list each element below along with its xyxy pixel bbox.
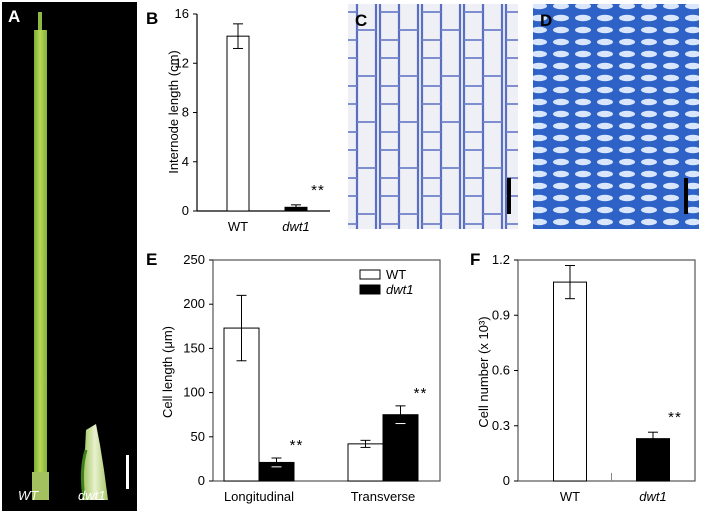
y-tick-label: 100 [183, 385, 205, 400]
panel-a-letter: A [8, 7, 20, 26]
panel-b-letter: B [146, 9, 158, 28]
x-tick-label: WT [228, 219, 248, 234]
panel-c-scale-bar [507, 178, 511, 214]
legend-label: WT [386, 267, 406, 282]
bar [382, 414, 419, 482]
panel-a-wt-label: WT [18, 488, 39, 503]
panel-e-letter: E [146, 250, 157, 269]
panel-a-background [2, 2, 137, 511]
wt-internode-stem [34, 30, 47, 482]
legend-label: dwt1 [386, 282, 413, 297]
y-tick-label: 0.6 [492, 363, 510, 378]
y-tick-label: 0.3 [492, 418, 510, 433]
y-tick-label: 150 [183, 340, 205, 355]
significance-mark: ** [311, 182, 325, 199]
dwt1-leaf [80, 449, 88, 499]
bar [347, 443, 384, 482]
x-tick-label: dwt1 [282, 219, 309, 234]
y-tick-label: 200 [183, 296, 205, 311]
x-tick-label: Longitudinal [224, 489, 294, 504]
wt-stem-base [32, 472, 49, 500]
panel-a-scale-bar [126, 455, 129, 489]
wt-stem-tip [38, 12, 42, 32]
y-tick-label: 16 [175, 6, 189, 21]
panel-c-letter: C [355, 11, 367, 30]
bar [226, 35, 250, 212]
panel-a: A WT dwt1 [2, 2, 137, 511]
bar [553, 281, 587, 482]
y-tick-label: 8 [182, 105, 189, 120]
y-tick-label: 250 [183, 252, 205, 267]
y-axis-title: Cell number (x 10³) [476, 316, 491, 427]
y-tick-label: 0.9 [492, 307, 510, 322]
panel-c: C [348, 4, 518, 229]
y-tick-label: 12 [175, 55, 189, 70]
panel-d-micrograph [533, 4, 699, 229]
y-tick-label: 0 [198, 473, 205, 488]
y-tick-label: 1.2 [492, 252, 510, 267]
significance-mark: ** [668, 409, 682, 426]
panel-c-micrograph [348, 4, 518, 229]
plot-frame [212, 259, 441, 482]
x-tick-label: WT [560, 489, 580, 504]
chart-f: 0 0.3 0.6 0.9 1.2 Cell number (x 10³) WT dwt1 ** [476, 252, 696, 504]
legend-swatch [359, 284, 381, 295]
y-axis-title: Cell length (μm) [160, 326, 175, 418]
legend-swatch [359, 269, 381, 280]
y-tick-label: 0 [503, 473, 510, 488]
y-axis-title: Internode length (cm) [166, 50, 181, 174]
panel-d-letter: D [540, 11, 552, 30]
significance-mark: ** [290, 437, 304, 454]
panel-d-scale-bar [684, 178, 688, 214]
panel-f-letter: F [470, 250, 480, 269]
x-tick-label: dwt1 [639, 489, 666, 504]
panel-a-dwt1-label: dwt1 [78, 488, 105, 503]
y-tick-label: 50 [191, 429, 205, 444]
y-tick-label: 0 [182, 203, 189, 218]
panel-d: D [533, 4, 699, 229]
y-tick-label: 4 [182, 154, 189, 169]
significance-mark: ** [414, 385, 428, 402]
chart-e: 0 50 100 150 200 250 Cell length (μm) Longitudi… [160, 252, 441, 504]
x-tick-label: Transverse [351, 489, 416, 504]
chart-b: 0 4 8 12 16 Internode length (cm) WT dwt1 ** [166, 6, 330, 234]
dwt1-stem [82, 424, 108, 500]
